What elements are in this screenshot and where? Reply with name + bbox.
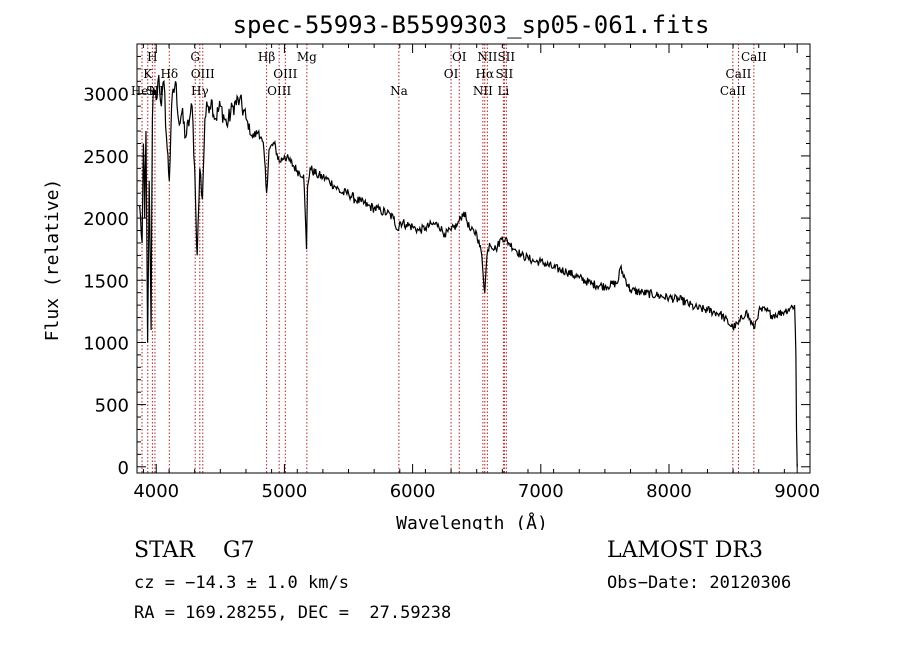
line-label-17: NII [477,50,497,64]
x-tick-label-2: 6000 [390,481,436,502]
y-tick-label-2: 1000 [83,333,129,354]
line-label-4: Hδ [160,67,178,81]
y-tick-label-0: 0 [118,458,129,479]
line-label-21: CaII [720,84,746,98]
line-label-22: CaII [726,67,752,81]
y-tick-label-5: 2500 [83,147,129,168]
coordinates-readout: RA = 169.28255, DEC = 27.59238 [134,603,452,623]
line-label-14: OI [452,50,467,64]
x-tick-label-4: 8000 [646,481,692,502]
survey-label: LAMOST DR3 [607,538,763,563]
line-label-7: OIII [191,67,215,81]
y-tick-label-1: 500 [95,396,129,417]
x-tick-label-3: 7000 [518,481,564,502]
y-tick-label-3: 1500 [83,271,129,292]
line-label-13: OI [444,67,459,81]
line-label-19: SII [496,67,514,81]
line-label-6: Hγ [191,84,209,98]
object-class: STAR G7 [134,538,255,563]
line-label-9: OIII [267,84,291,98]
line-label-15: NII [473,84,493,98]
class-label: STAR [134,538,195,563]
line-label-11: Mg [297,50,317,64]
x-axis-ticks: 4000 5000 6000 7000 8000 9000 [133,44,820,502]
y-tick-label-6: 3000 [83,85,129,106]
line-label-1: K [143,67,153,81]
line-label-20: SII [497,50,515,64]
line-label-23: CaII [741,50,767,64]
redshift-readout: cz = −14.3 ± 1.0 km/s [134,573,349,593]
subclass-label: G7 [222,538,255,563]
y-axis-ticks: 0 500 1000 1500 2000 2500 3000 [83,55,810,479]
x-tick-label-5: 9000 [774,481,820,502]
chart-title: spec-55993-B5599303_sp05-061.fits [233,11,710,39]
flux-series-line [139,75,798,467]
x-tick-label-1: 5000 [262,481,308,502]
observation-date: Obs−Date: 20120306 [607,573,792,593]
x-tick-label-0: 4000 [133,481,179,502]
line-label-2: H [147,50,157,64]
line-label-5: G [190,50,200,64]
plot-frame [136,43,811,474]
line-label-18: Li [497,84,509,98]
line-label-0: HeI [131,84,154,98]
y-tick-label-4: 2000 [83,209,129,230]
spectrum-chart: spec-55993-B5599303_sp05-061.fits HeI KH S… [42,11,820,530]
line-label-8: Hβ [258,50,275,64]
y-axis-label: Flux (relative) [42,179,63,342]
x-axis-label: Wavelength (Å) [396,512,548,530]
line-label-16: Hα [475,67,494,81]
spectral-line-labels: HeIKHSIIHδGHγOIIIHβOIIIOIIIMgNaOIOINIIHα… [131,50,767,98]
line-label-10: OIII [273,67,297,81]
line-label-12: Na [390,84,408,98]
